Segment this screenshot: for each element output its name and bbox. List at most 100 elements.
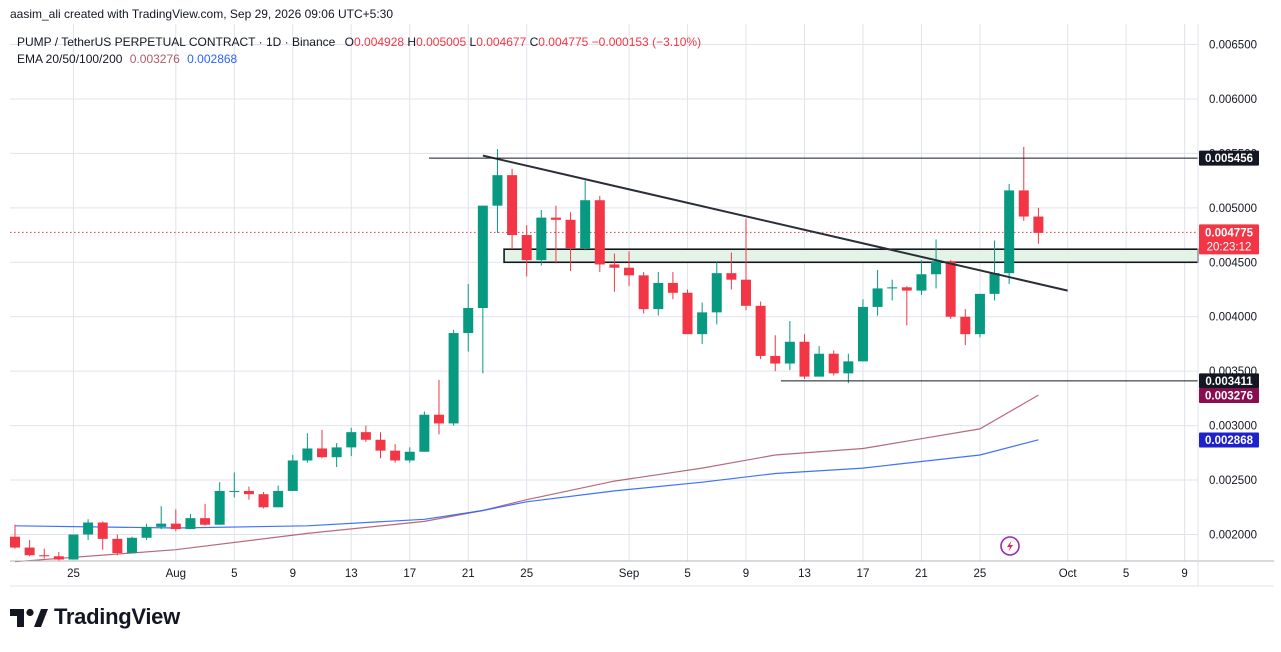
candle-body — [682, 292, 693, 335]
candle-body — [10, 536, 20, 548]
candle-body — [799, 341, 810, 377]
candle-body — [726, 273, 737, 280]
candle-body — [141, 526, 152, 538]
y-tick-label: 0.006500 — [1209, 40, 1257, 52]
y-tick-label: 0.002000 — [1209, 530, 1257, 542]
candle-body — [697, 312, 708, 335]
price-label-bg — [1199, 224, 1259, 255]
candle-body — [814, 353, 825, 377]
price-label-text: 0.003411 — [1205, 376, 1253, 388]
candle-body — [1004, 190, 1015, 274]
candle-body — [843, 361, 854, 374]
price-label-ema100: 0.002868 — [1199, 432, 1259, 448]
candle-body — [112, 538, 123, 554]
candle-body — [83, 522, 94, 535]
ohlc-high-key: H — [407, 35, 417, 49]
candle-body — [507, 175, 518, 236]
price-label-last-price: 0.004775 20:23:12 — [1199, 224, 1259, 255]
price-label-text: 0.005456 — [1205, 153, 1253, 165]
candle-body — [653, 282, 664, 310]
candle-body — [24, 547, 35, 556]
x-tick-label: 5 — [231, 568, 237, 580]
x-tick-label: 5 — [684, 568, 690, 580]
candle-body — [536, 217, 547, 261]
y-tick-label: 0.006000 — [1209, 94, 1257, 106]
candle-body — [770, 355, 781, 364]
ohlc-high: 0.005005 — [416, 35, 467, 49]
candle-body — [916, 274, 927, 291]
candle-body — [346, 432, 357, 448]
candle-body — [433, 414, 444, 424]
x-tick-label: Aug — [166, 568, 186, 580]
x-tick-label: Oct — [1059, 568, 1078, 580]
candle-body — [68, 534, 79, 560]
x-tick-label: 9 — [743, 568, 749, 580]
candle-body — [945, 261, 956, 317]
candle-body — [287, 460, 298, 491]
candle-body — [258, 494, 269, 508]
candle-body — [477, 205, 488, 309]
zone-layer — [503, 248, 1199, 264]
ohlc-low-key: L — [469, 35, 477, 49]
tradingview-logo-icon — [10, 608, 48, 627]
candle-body — [828, 353, 839, 374]
candle-body — [243, 490, 254, 495]
ohlc-open-key: O — [344, 35, 355, 49]
x-tick-label: 21 — [915, 568, 928, 580]
x-tick-label: Sep — [619, 568, 639, 580]
x-tick-label: 13 — [798, 568, 811, 580]
candle-body — [638, 275, 649, 310]
ohlc-close-key: C — [529, 35, 539, 49]
x-tick-label: 25 — [974, 568, 987, 580]
ohlc-low: 0.004677 — [476, 35, 527, 49]
candle-body — [302, 448, 313, 461]
indicator-title[interactable]: EMA 20/50/100/200 — [17, 52, 123, 66]
candle-body — [126, 537, 137, 554]
candle-body — [360, 432, 371, 440]
y-tick-label: 0.003000 — [1209, 421, 1257, 433]
x-tick-label: 25 — [67, 568, 80, 580]
symbol-title[interactable]: PUMP / TetherUS PERPETUAL CONTRACT · 1D … — [17, 35, 336, 49]
candle-body — [463, 308, 474, 334]
candle-body — [565, 219, 576, 249]
brand-logo[interactable]: TradingView — [10, 604, 180, 630]
candle-body — [550, 217, 561, 220]
candle-body — [872, 288, 883, 307]
attribution: aasim_ali created with TradingView.com, … — [10, 7, 394, 21]
price-label-text: 0.002868 — [1205, 435, 1254, 447]
candle-body — [170, 523, 181, 530]
price-label-text: 0.003276 — [1205, 391, 1253, 403]
candle-body — [960, 316, 971, 335]
ema200-value: 0.003276 — [129, 52, 180, 66]
candle-body — [609, 264, 620, 268]
lightning-icon[interactable] — [1000, 536, 1020, 556]
candle-body — [755, 305, 766, 356]
candle-body — [594, 200, 605, 265]
candle-body — [1033, 216, 1044, 233]
candle-body — [580, 200, 591, 249]
candle-body — [156, 523, 167, 527]
candle-body — [857, 306, 868, 362]
candle-body — [974, 293, 985, 335]
candle-body — [331, 447, 342, 458]
indicator-header: EMA 20/50/100/200 0.003276 0.002868 — [17, 52, 237, 66]
symbol-header: PUMP / TetherUS PERPETUAL CONTRACT · 1D … — [17, 35, 701, 49]
candle-body — [229, 490, 240, 492]
candle-body — [784, 341, 795, 364]
candle-body — [1018, 190, 1029, 217]
candle-body — [214, 490, 225, 525]
price-label-ema200: 0.003276 — [1199, 388, 1259, 404]
y-tick-label: 0.004000 — [1209, 312, 1257, 324]
price-label-bg — [1199, 373, 1259, 389]
ema-layer — [14, 394, 1039, 563]
ema100-value: 0.002868 — [187, 52, 238, 66]
y-tick-label: 0.005000 — [1209, 203, 1257, 215]
candle-body — [887, 287, 898, 289]
candle-body — [711, 273, 722, 313]
y-tick-label: 0.002500 — [1209, 475, 1257, 487]
candle-body — [375, 439, 386, 451]
brand-name: TradingView — [54, 604, 180, 629]
x-tick-label: 13 — [345, 568, 358, 580]
